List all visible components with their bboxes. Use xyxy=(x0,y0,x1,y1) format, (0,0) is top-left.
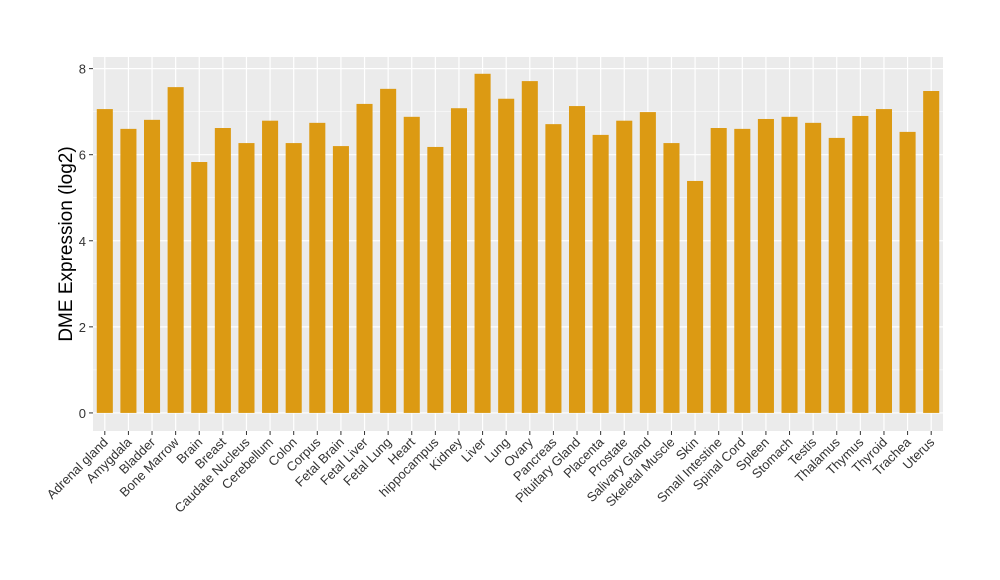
bar xyxy=(96,109,113,413)
bar xyxy=(120,128,137,413)
bar xyxy=(474,73,491,413)
x-tick-label: Liver xyxy=(458,434,489,465)
bar xyxy=(781,116,798,413)
y-tick-label: 4 xyxy=(79,234,86,249)
bar xyxy=(403,116,420,413)
bar xyxy=(521,81,538,413)
bar xyxy=(262,120,279,413)
bar xyxy=(757,118,774,413)
bar xyxy=(639,112,656,413)
plot-panel xyxy=(93,57,943,431)
y-tick-label: 0 xyxy=(79,406,86,421)
bar xyxy=(663,143,680,413)
y-tick-label: 6 xyxy=(79,148,86,163)
bar xyxy=(545,124,562,413)
y-tick-label: 8 xyxy=(79,62,86,77)
bar xyxy=(450,108,467,413)
bar xyxy=(569,106,586,413)
bar xyxy=(285,143,302,413)
bar xyxy=(332,146,349,413)
bar xyxy=(356,103,373,413)
y-axis-label: DME Expression (log2) xyxy=(56,146,77,341)
bar xyxy=(309,122,326,413)
y-tick-label: 2 xyxy=(79,320,86,335)
bar xyxy=(427,146,444,413)
bar xyxy=(592,134,609,413)
bar xyxy=(380,88,397,413)
bar xyxy=(875,109,892,413)
bar xyxy=(734,128,751,413)
bar xyxy=(191,162,208,413)
bar xyxy=(167,87,184,413)
bar xyxy=(498,98,515,413)
bar xyxy=(852,115,869,413)
bar xyxy=(687,180,704,413)
bar xyxy=(805,122,822,413)
bar xyxy=(214,128,231,413)
bar xyxy=(144,119,161,413)
bar xyxy=(238,143,255,413)
bar xyxy=(899,131,916,413)
bar xyxy=(828,137,845,413)
bar xyxy=(710,128,727,413)
bar xyxy=(616,120,633,413)
bar xyxy=(923,91,940,413)
